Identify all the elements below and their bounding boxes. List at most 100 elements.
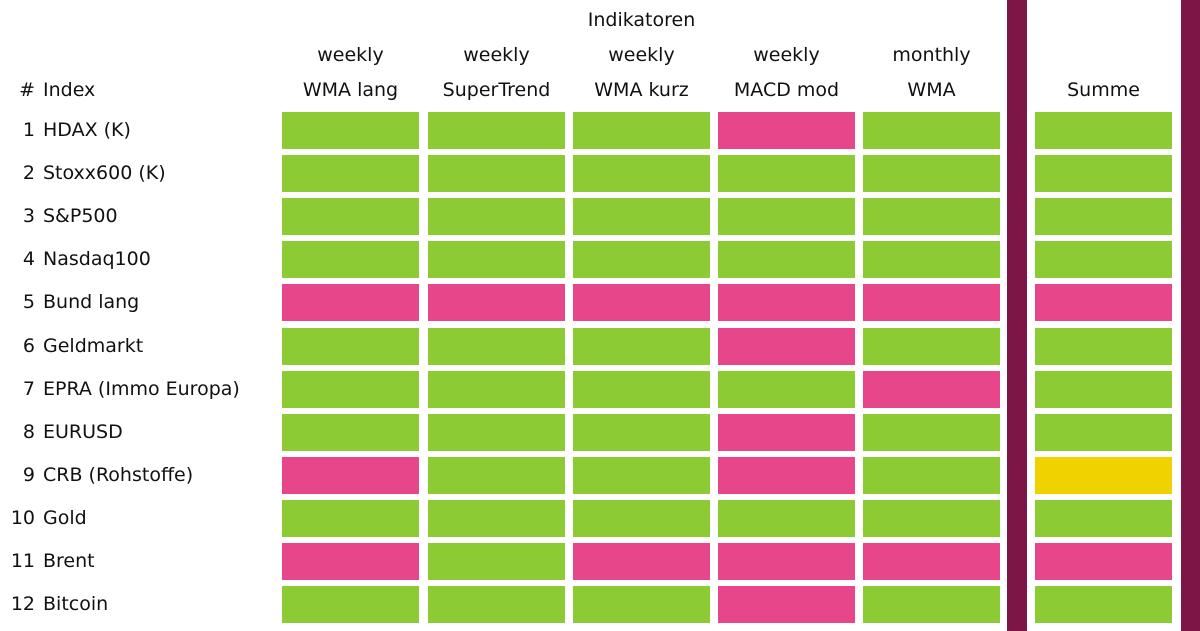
row-number: 3 — [22, 205, 35, 228]
status-cell — [718, 327, 855, 365]
status-cell — [428, 413, 565, 451]
status-cell — [573, 370, 710, 408]
status-cell — [573, 499, 710, 537]
status-cell — [718, 155, 855, 193]
sum-cell — [1035, 413, 1172, 451]
status-cell — [282, 456, 419, 494]
sum-cell — [1035, 499, 1172, 537]
row-number: 10 — [10, 506, 35, 529]
status-cell — [573, 198, 710, 236]
status-cell — [863, 327, 1000, 365]
header-title: Indikatoren — [587, 9, 696, 31]
row-number: 6 — [22, 334, 35, 357]
status-cell — [282, 370, 419, 408]
row-index: S&P500 — [43, 205, 118, 228]
status-cell — [863, 284, 1000, 322]
status-cell — [718, 413, 855, 451]
row-number: 2 — [22, 162, 35, 185]
divider — [1181, 0, 1200, 631]
status-cell — [428, 241, 565, 279]
row-index: Brent — [43, 550, 95, 572]
number-header: # — [19, 79, 35, 101]
column-period: weekly — [317, 44, 384, 66]
row-number: 7 — [22, 377, 35, 400]
status-cell — [718, 284, 855, 322]
column-period: monthly — [892, 44, 971, 66]
sum-header: Summe — [1067, 79, 1140, 101]
status-cell — [282, 327, 419, 365]
row-number: 4 — [22, 248, 35, 271]
status-cell — [282, 543, 419, 580]
sum-cell — [1035, 155, 1172, 193]
status-cell — [428, 327, 565, 365]
status-cell — [573, 112, 710, 149]
status-cell — [863, 370, 1000, 408]
status-cell — [428, 456, 565, 494]
status-cell — [573, 284, 710, 322]
sum-cell — [1035, 543, 1172, 580]
status-cell — [428, 198, 565, 236]
status-cell — [863, 543, 1000, 580]
status-cell — [863, 112, 1000, 149]
status-cell — [573, 241, 710, 279]
status-cell — [282, 586, 419, 624]
sum-cell — [1035, 198, 1172, 236]
row-index: EURUSD — [43, 420, 123, 443]
status-cell — [718, 456, 855, 494]
status-cell — [573, 456, 710, 494]
column-period: weekly — [753, 44, 820, 66]
status-cell — [428, 155, 565, 193]
status-cell — [863, 499, 1000, 537]
status-cell — [282, 198, 419, 236]
divider — [1007, 0, 1027, 631]
sum-cell — [1035, 586, 1172, 624]
row-index: Nasdaq100 — [43, 248, 151, 271]
row-index: Geldmarkt — [43, 334, 144, 357]
status-cell — [282, 241, 419, 279]
index-header: Index — [43, 79, 96, 101]
status-cell — [863, 413, 1000, 451]
row-index: Bitcoin — [43, 593, 109, 616]
row-index: CRB (Rohstoffe) — [43, 463, 194, 486]
status-cell — [863, 586, 1000, 624]
column-indicator: SuperTrend — [442, 79, 551, 101]
column-period: weekly — [463, 44, 530, 66]
status-cell — [573, 327, 710, 365]
sum-cell — [1035, 370, 1172, 408]
row-number: 8 — [22, 420, 35, 443]
status-cell — [718, 499, 855, 537]
row-index: Gold — [43, 506, 87, 529]
row-index: EPRA (Immo Europa) — [43, 377, 240, 400]
status-cell — [573, 155, 710, 193]
status-cell — [863, 456, 1000, 494]
status-cell — [428, 543, 565, 580]
column-period: weekly — [608, 44, 675, 66]
sum-cell — [1035, 327, 1172, 365]
row-number: 12 — [10, 593, 35, 616]
status-cell — [718, 370, 855, 408]
column-indicator: WMA kurz — [594, 79, 689, 101]
status-cell — [428, 586, 565, 624]
status-cell — [863, 241, 1000, 279]
status-cell — [428, 499, 565, 537]
sum-cell — [1035, 456, 1172, 494]
status-cell — [718, 241, 855, 279]
status-cell — [863, 155, 1000, 193]
sum-cell — [1035, 284, 1172, 322]
status-cell — [718, 198, 855, 236]
row-index: Stoxx600 (K) — [43, 162, 166, 185]
status-cell — [428, 370, 565, 408]
status-cell — [282, 413, 419, 451]
status-cell — [282, 284, 419, 322]
status-cell — [718, 112, 855, 149]
status-cell — [573, 586, 710, 624]
row-number: 9 — [22, 463, 35, 486]
row-index: Bund lang — [43, 291, 140, 314]
status-cell — [428, 284, 565, 322]
status-cell — [573, 413, 710, 451]
status-cell — [428, 112, 565, 149]
status-cell — [282, 112, 419, 149]
status-cell — [282, 499, 419, 537]
status-cell — [718, 543, 855, 580]
